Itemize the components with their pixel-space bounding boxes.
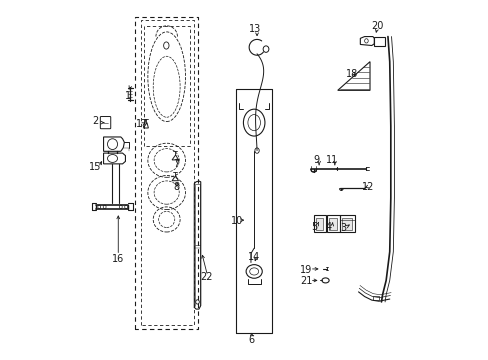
Text: 8: 8	[173, 182, 179, 192]
Bar	[328, 218, 336, 230]
Text: 2: 2	[92, 116, 98, 126]
Text: 13: 13	[248, 24, 261, 35]
Bar	[373, 37, 384, 45]
Text: 19: 19	[300, 265, 312, 275]
Text: 9: 9	[312, 155, 319, 165]
Text: 6: 6	[248, 334, 254, 345]
Text: 4: 4	[325, 222, 331, 232]
Text: 3: 3	[339, 224, 346, 233]
Text: 5: 5	[311, 222, 317, 232]
Bar	[341, 218, 351, 230]
Text: 7: 7	[173, 159, 179, 169]
Text: 14: 14	[247, 252, 260, 262]
Text: 12: 12	[361, 182, 374, 192]
Bar	[326, 215, 339, 232]
Bar	[339, 215, 354, 232]
Text: 22: 22	[200, 272, 213, 282]
Text: 18: 18	[345, 69, 358, 79]
Text: 16: 16	[112, 254, 124, 264]
Text: 1: 1	[124, 91, 131, 101]
Bar	[313, 215, 325, 232]
Text: 11: 11	[325, 155, 338, 165]
Text: 10: 10	[231, 216, 243, 226]
Text: 21: 21	[299, 276, 312, 286]
Text: 15: 15	[89, 162, 101, 172]
Bar	[315, 218, 323, 230]
Bar	[372, 296, 378, 300]
Text: 20: 20	[370, 21, 383, 31]
Text: 17: 17	[136, 120, 148, 129]
